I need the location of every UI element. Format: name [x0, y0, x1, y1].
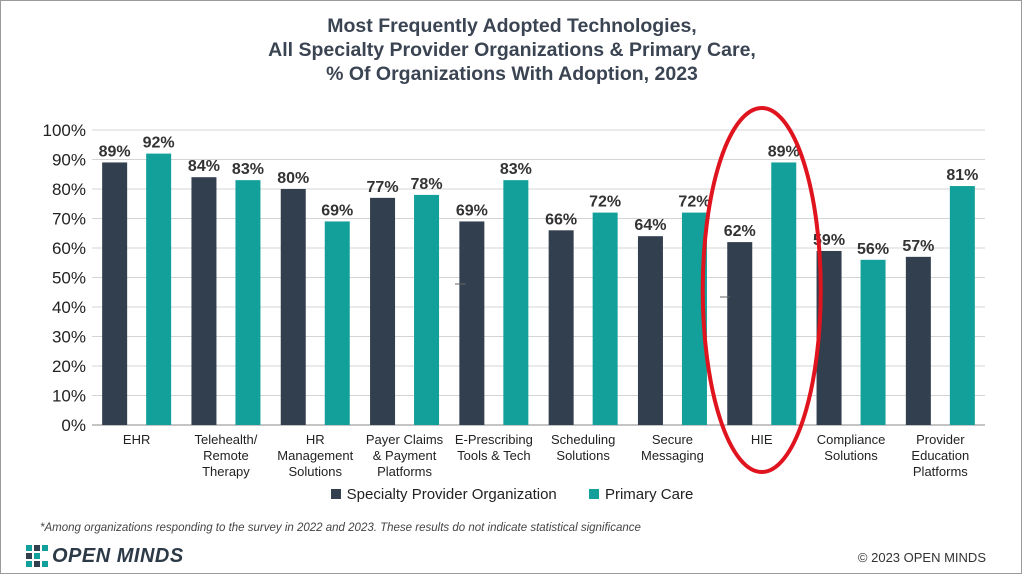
bar-specialty: [191, 177, 217, 425]
y-tick-label: 30%: [52, 328, 86, 347]
data-label: 78%: [411, 176, 443, 193]
y-tick-label: 50%: [52, 269, 86, 288]
data-label: 89%: [99, 143, 131, 160]
bar-primary: [592, 212, 618, 425]
bar-primary: [771, 162, 797, 425]
legend-swatch-specialty: [330, 489, 341, 499]
bar-specialty: [905, 256, 931, 425]
legend-item-specialty: Specialty Provider Organization: [330, 486, 557, 503]
legend-label-specialty: Specialty Provider Organization: [346, 486, 557, 503]
category-label: Solutions: [289, 464, 343, 479]
data-label: 92%: [143, 135, 175, 152]
data-label: 66%: [545, 211, 577, 228]
data-label: 84%: [188, 158, 220, 175]
data-label: 69%: [456, 202, 488, 219]
category-label: Payer Claims: [366, 432, 444, 447]
category-label: Remote: [203, 448, 249, 463]
bar-primary: [949, 186, 975, 425]
y-tick-label: 20%: [52, 357, 86, 376]
y-tick-label: 80%: [52, 180, 86, 199]
data-label: 83%: [232, 161, 264, 178]
y-tick-label: 10%: [52, 387, 86, 406]
bar-specialty: [280, 189, 306, 425]
category-label: & Payment: [373, 448, 437, 463]
bar-specialty: [637, 236, 663, 425]
category-label: HIE: [751, 432, 773, 447]
data-label: 62%: [724, 223, 756, 240]
category-label: Therapy: [202, 464, 250, 479]
bar-specialty: [548, 230, 574, 425]
bar-primary: [503, 180, 529, 425]
category-label: Secure: [652, 432, 693, 447]
data-label: 89%: [768, 143, 800, 160]
bar-primary: [860, 259, 886, 425]
chart-legend: Specialty Provider Organization Primary …: [0, 486, 1024, 503]
category-label: Management: [277, 448, 353, 463]
category-label: Provider: [916, 432, 965, 447]
logo-text: OPEN MINDS: [52, 544, 184, 567]
bar-specialty: [459, 221, 485, 425]
data-label: 77%: [367, 179, 399, 196]
legend-item-primary: Primary Care: [588, 486, 694, 503]
category-label: Telehealth/: [195, 432, 258, 447]
category-label: Solutions: [556, 448, 610, 463]
data-label: 72%: [589, 194, 621, 211]
y-tick-label: 70%: [52, 210, 86, 229]
category-label: HR: [306, 432, 325, 447]
title-line-1: Most Frequently Adopted Technologies,: [327, 15, 697, 37]
bar-specialty: [102, 162, 128, 425]
hie-highlight-ellipse: [700, 106, 823, 474]
data-label: 81%: [946, 167, 978, 184]
category-label: Platforms: [377, 464, 432, 479]
y-tick-label: 40%: [52, 298, 86, 317]
bar-specialty: [727, 242, 753, 425]
legend-label-primary: Primary Care: [604, 486, 694, 503]
y-tick-label: 60%: [52, 239, 86, 258]
category-label: Compliance: [817, 432, 886, 447]
bar-primary: [414, 194, 440, 425]
copyright: © 2023 OPEN MINDS: [857, 550, 986, 565]
title-line-2: All Specialty Provider Organizations & P…: [268, 39, 756, 61]
data-label: 83%: [500, 161, 532, 178]
legend-swatch-primary: [588, 489, 599, 499]
logo-mark-icon: [26, 545, 48, 567]
data-label: 56%: [857, 241, 889, 258]
category-label: Education: [911, 448, 969, 463]
y-tick-label: 90%: [52, 151, 86, 170]
data-label: 72%: [678, 194, 710, 211]
bar-primary: [235, 180, 261, 425]
category-label: Scheduling: [551, 432, 615, 447]
bar-specialty: [370, 197, 396, 425]
category-label: Messaging: [641, 448, 704, 463]
category-label: E-Prescribing: [455, 432, 533, 447]
title-line-3: % Of Organizations With Adoption, 2023: [326, 63, 698, 85]
y-tick-label: 100%: [43, 121, 86, 140]
y-tick-label: 0%: [61, 416, 86, 435]
data-label: 69%: [321, 202, 353, 219]
category-label: Tools & Tech: [457, 448, 530, 463]
category-label: Platforms: [913, 464, 968, 479]
footnote: *Among organizations responding to the s…: [40, 522, 641, 534]
data-label: 64%: [634, 217, 666, 234]
bar-primary: [146, 153, 172, 425]
open-minds-logo: OPEN MINDS: [26, 543, 184, 569]
bar-primary: [324, 221, 350, 425]
chart-title: Most Frequently Adopted Technologies, Al…: [0, 14, 1024, 86]
data-label: 59%: [813, 232, 845, 249]
category-label: EHR: [123, 432, 150, 447]
data-label: 57%: [902, 238, 934, 255]
category-label: Solutions: [824, 448, 878, 463]
data-label: 80%: [277, 170, 309, 187]
